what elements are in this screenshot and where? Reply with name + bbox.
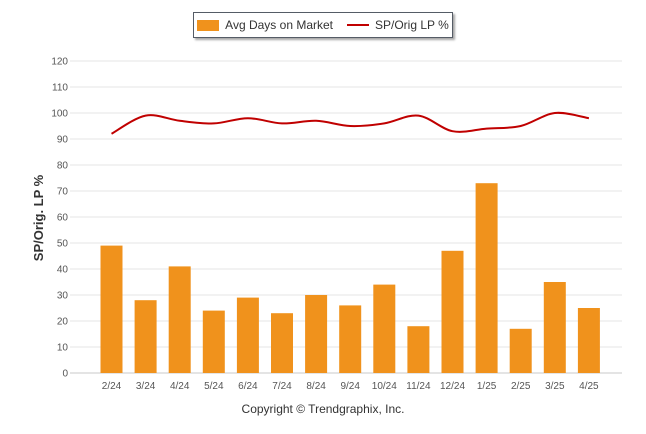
x-tick-label: 7/24 (272, 381, 292, 392)
bar[interactable] (134, 300, 157, 373)
y-tick-label: 10 (57, 343, 69, 354)
y-tick-label: 50 (57, 239, 69, 250)
y-tick-label: 60 (57, 213, 69, 224)
x-tick-label: 10/24 (372, 381, 397, 392)
y-tick-label: 90 (57, 135, 69, 146)
legend-bar-swatch (197, 19, 220, 31)
bar[interactable] (100, 245, 123, 373)
bar[interactable] (441, 250, 464, 373)
bar[interactable] (407, 326, 430, 373)
copyright-footer: Copyright © Trendgraphix, Inc. (241, 402, 405, 416)
legend-label-bar: Avg Days on Market (225, 18, 333, 32)
y-tick-label: 0 (62, 369, 68, 380)
x-tick-label: 5/24 (204, 381, 224, 392)
x-tick-label: 6/24 (238, 381, 258, 392)
y-tick-label: 40 (57, 265, 69, 276)
x-tick-label: 1/25 (477, 381, 497, 392)
bar[interactable] (236, 297, 259, 373)
y-tick-label: 30 (57, 291, 69, 302)
bar[interactable] (339, 305, 362, 373)
x-tick-label: 2/24 (102, 381, 122, 392)
y-tick-label: 70 (57, 187, 69, 198)
line-series (111, 111, 590, 135)
x-tick-label: 2/25 (511, 381, 531, 392)
x-tick-label: 9/24 (340, 381, 360, 392)
legend-item-line[interactable]: SP/Orig LP % (347, 18, 449, 32)
x-axis-ticks: 2/24 3/24 4/24 5/24 6/24 7/24 8/24 9/24 10/24 11/… (102, 381, 599, 392)
x-tick-label: 11/24 (406, 381, 431, 392)
grid-lines (70, 60, 622, 374)
x-tick-label: 12/24 (440, 381, 465, 392)
bar[interactable] (271, 313, 293, 373)
y-axis-ticks: 0 10 20 30 40 50 60 70 80 90 100 110 120 (51, 57, 68, 380)
bar[interactable] (305, 295, 328, 373)
legend-line-swatch (347, 24, 369, 26)
x-tick-label: 3/25 (545, 381, 565, 392)
x-tick-label: 3/24 (136, 381, 156, 392)
legend-label-line: SP/Orig LP % (375, 18, 449, 32)
legend: Avg Days on Market SP/Orig LP % (193, 12, 453, 38)
x-tick-label: 4/24 (170, 381, 190, 392)
bar[interactable] (475, 183, 498, 373)
y-axis-label: SP/Orig. LP % (31, 174, 46, 261)
bar[interactable] (168, 266, 191, 373)
legend-item-bar[interactable]: Avg Days on Market (197, 18, 333, 32)
bar[interactable] (373, 284, 396, 373)
y-tick-label: 110 (52, 83, 68, 94)
x-tick-label: 4/25 (579, 381, 599, 392)
line-path[interactable] (111, 111, 590, 135)
bar[interactable] (202, 310, 225, 373)
y-tick-label: 100 (51, 109, 68, 120)
bar-series (100, 183, 600, 373)
bar[interactable] (509, 328, 532, 373)
bar[interactable] (543, 282, 566, 373)
y-tick-label: 120 (51, 57, 68, 68)
y-tick-label: 20 (57, 317, 69, 328)
y-tick-label: 80 (57, 161, 69, 172)
x-tick-label: 8/24 (306, 381, 326, 392)
bar[interactable] (577, 308, 600, 373)
